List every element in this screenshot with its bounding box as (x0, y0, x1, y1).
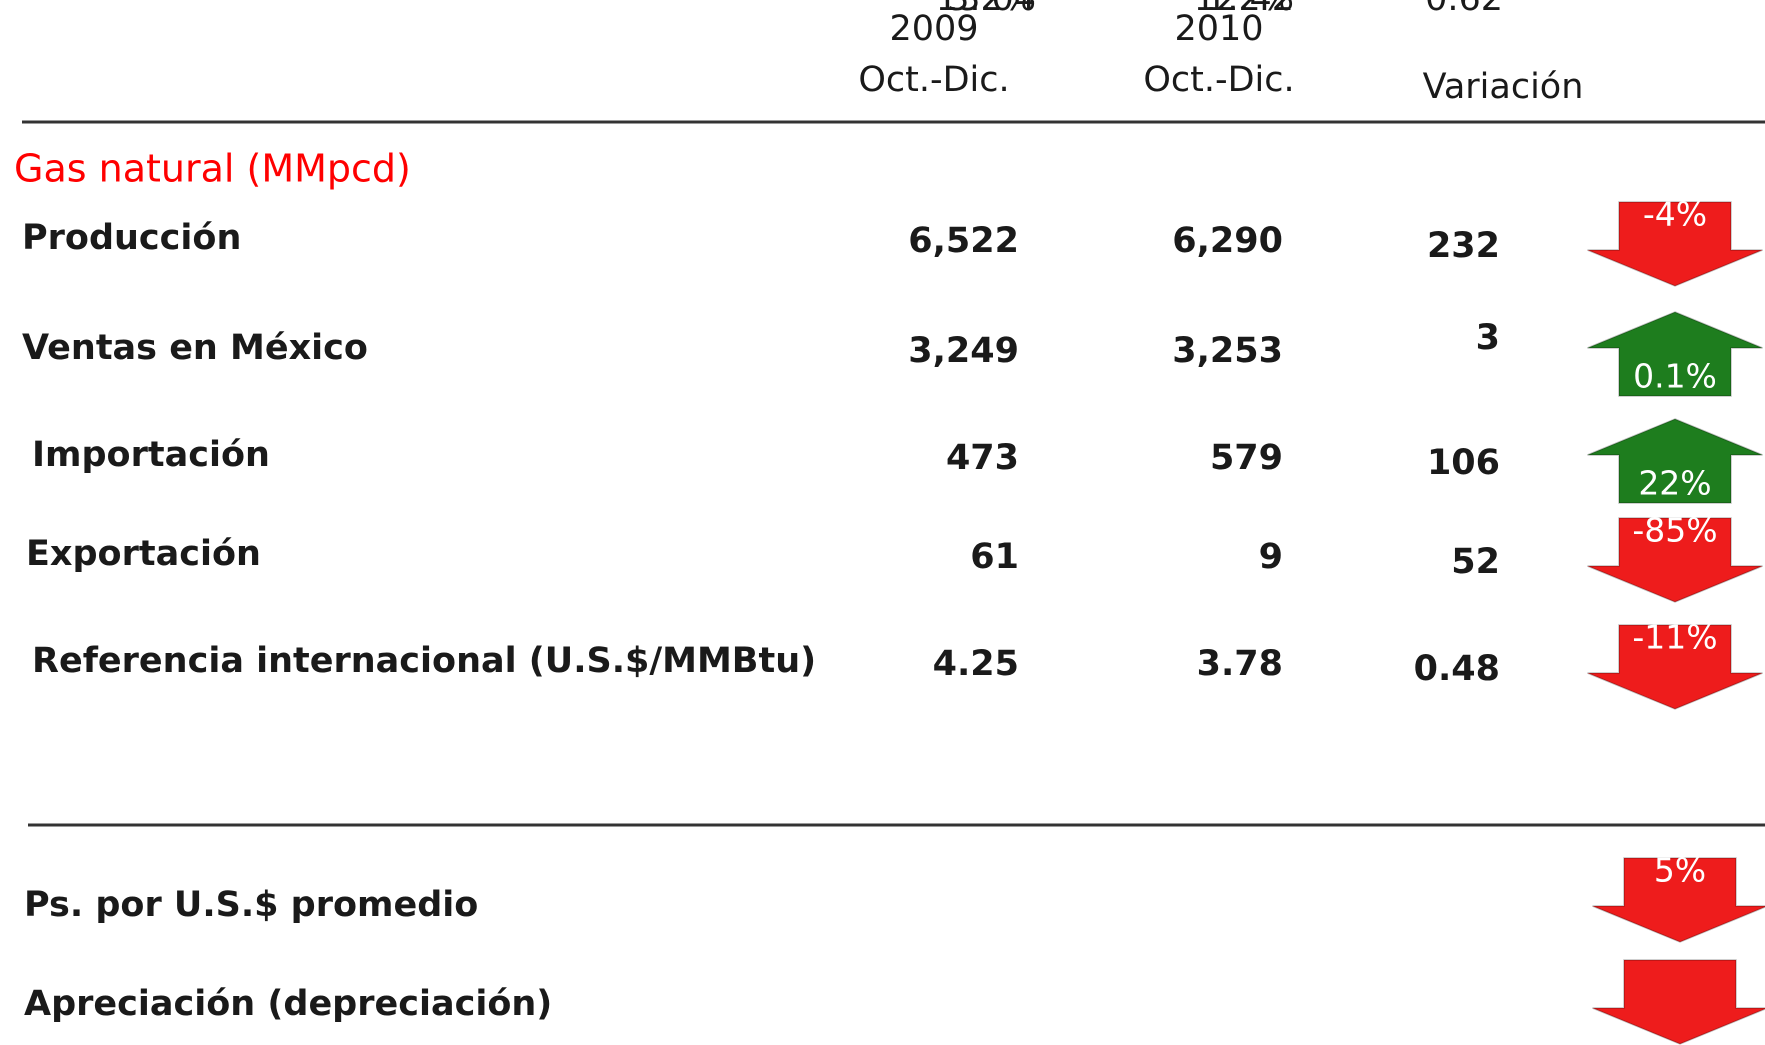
row-label: Ventas en México (22, 328, 368, 368)
arrow-label: 0.1% (1633, 357, 1717, 396)
cell: 3.78 (1197, 644, 1283, 684)
row-label: Apreciación (depreciación) (24, 984, 552, 1024)
arrow-label: -4% (1643, 195, 1707, 234)
cell: 6,290 (1172, 221, 1283, 261)
cell: 473 (946, 438, 1019, 478)
cell: 232 (1427, 226, 1500, 266)
column-header: Oct.-Dic. (1143, 60, 1294, 100)
trend-arrow (1587, 624, 1763, 710)
cell: 12.42 (1194, 0, 1294, 19)
trend-arrow (1587, 418, 1763, 504)
trend-arrow (1587, 517, 1763, 603)
row-label: Producción (22, 218, 241, 258)
arrow-label: 5% (1654, 851, 1706, 890)
trend-arrow (1592, 857, 1765, 943)
trend-arrow (1587, 311, 1763, 397)
cell: 579 (1210, 438, 1283, 478)
cell: 3,249 (908, 331, 1019, 371)
cell: 52 (1451, 542, 1500, 582)
cell: 3.2% (947, 0, 1036, 19)
cell: 6,522 (908, 221, 1019, 261)
row-label: Ps. por U.S.$ promedio (24, 885, 478, 925)
row-label: Importación (32, 435, 270, 475)
cell: 3,253 (1172, 331, 1283, 371)
cell: 61 (970, 537, 1019, 577)
cell: 1.2% (1205, 0, 1294, 19)
cell: 106 (1427, 443, 1500, 483)
row-label: Referencia internacional (U.S.$/MMBtu) (32, 641, 816, 681)
column-header: Variación (1423, 67, 1584, 107)
trend-arrow (1592, 959, 1765, 1045)
arrow-label: -85% (1632, 511, 1717, 550)
arrow-label: -11% (1632, 618, 1717, 657)
column-header: 2010 (1174, 9, 1263, 49)
arrow-label: 22% (1638, 464, 1711, 503)
column-header: 2009 (889, 9, 978, 49)
cell: 3 (1476, 318, 1500, 358)
cell: 9 (1259, 537, 1283, 577)
section-title: Gas natural (MMpcd) (14, 147, 411, 191)
cell: 4.25 (933, 644, 1019, 684)
cell: 13.04 (936, 0, 1036, 19)
column-header: Oct.-Dic. (858, 60, 1009, 100)
cell: 0.62 (1425, 0, 1503, 19)
cell: 0.48 (1414, 649, 1500, 689)
trend-arrow (1587, 201, 1763, 287)
row-label: Exportación (26, 534, 261, 574)
